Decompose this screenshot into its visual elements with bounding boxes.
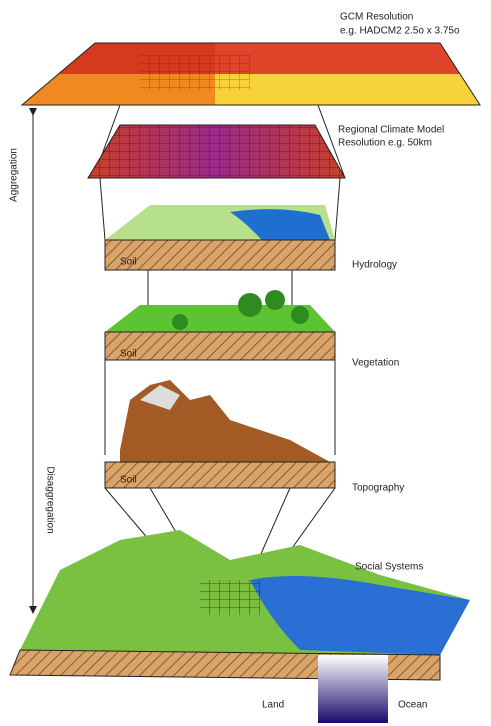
layer-label: Vegetation (352, 358, 399, 369)
ocean-gradient (318, 655, 388, 723)
rcm-plane (88, 125, 345, 178)
layer-label: GCM Resolution (340, 12, 413, 23)
layer-label: e.g. HADCM2 2.5o x 3.75o (340, 26, 460, 37)
layer-label: Social Systems (355, 562, 423, 573)
social-systems-layer (10, 530, 470, 680)
soil-label: Soil (120, 475, 137, 486)
topography-layer (105, 380, 335, 488)
ocean-label: Ocean (398, 700, 427, 711)
gcm-plane (22, 43, 480, 105)
layer-label: Topography (352, 483, 404, 494)
vegetation-layer (105, 290, 335, 360)
layer-label: Resolution e.g. 50km (338, 138, 432, 149)
layer-label: Hydrology (352, 260, 397, 271)
soil-label: Soil (120, 257, 137, 268)
aggregation-label: Aggregation (9, 148, 20, 202)
soil-label: Soil (120, 349, 137, 360)
diagram: Aggregation Disaggregation GCM Resolutio… (0, 0, 491, 726)
disaggregation-label: Disaggregation (44, 466, 55, 533)
land-label: Land (262, 700, 284, 711)
hydrology-layer (105, 205, 335, 270)
layer-label: Regional Climate Model (338, 125, 444, 136)
